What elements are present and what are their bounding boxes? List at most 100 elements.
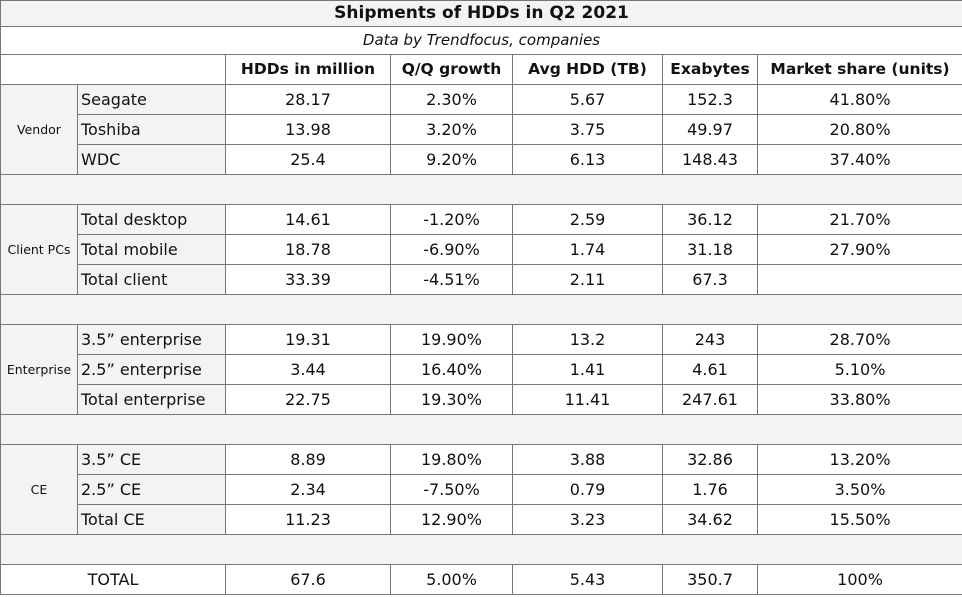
value-cell: 1.76	[662, 474, 758, 505]
value-cell: 3.75	[512, 114, 663, 145]
value-cell: 20.80%	[756, 114, 962, 145]
value-cell: 0.79	[512, 474, 663, 505]
value-cell: 2.59	[512, 204, 663, 235]
table-row: Client PCs Total desktop 14.61 -1.20% 2.59 36…	[0, 204, 962, 295]
value-cell: 243	[662, 324, 758, 355]
value-cell: 5.10%	[756, 354, 962, 385]
value-cell: 19.31	[225, 324, 391, 355]
spacer-row	[0, 174, 962, 205]
total-row: TOTAL 67.6 5.00% 5.43 350.7 100%	[0, 564, 962, 595]
value-cell: 19.80%	[390, 444, 513, 475]
group-label-client: Client PCs	[0, 204, 78, 295]
value-cell: 21.70%	[756, 204, 962, 235]
table-subtitle: Data by Trendfocus, companies	[0, 26, 962, 55]
value-cell: 13.2	[512, 324, 663, 355]
value-cell: 33.39	[225, 264, 391, 295]
value-cell: 3.23	[512, 504, 663, 535]
spacer-cell	[0, 294, 962, 325]
row-label: 3.5” CE	[77, 444, 226, 475]
value-cell: 19.30%	[390, 384, 513, 415]
col-header-qq-growth: Q/Q growth	[390, 54, 513, 85]
row-label: 2.5” enterprise	[77, 354, 226, 385]
table-row: Total client 33.39 -4.51% 2.11 67.3	[1, 264, 962, 295]
value-cell: 49.97	[662, 114, 758, 145]
table-row: WDC 25.4 9.20% 6.13 148.43 37.40%	[1, 144, 962, 175]
value-cell: 4.61	[662, 354, 758, 385]
value-cell: 8.89	[225, 444, 391, 475]
value-cell: 28.70%	[756, 324, 962, 355]
value-cell: 25.4	[225, 144, 391, 175]
value-cell: 28.17	[225, 84, 391, 115]
value-cell: 15.50%	[756, 504, 962, 535]
row-label: Total CE	[77, 504, 226, 535]
spacer-cell	[0, 534, 962, 565]
value-cell: 41.80%	[756, 84, 962, 115]
value-cell: 2.11	[512, 264, 663, 295]
header-row: HDDs in million Q/Q growth Avg HDD (TB) …	[0, 54, 962, 85]
value-cell: 1.41	[512, 354, 663, 385]
value-cell: 34.62	[662, 504, 758, 535]
value-cell: 148.43	[662, 144, 758, 175]
value-cell: 9.20%	[390, 144, 513, 175]
total-value-cell: 100%	[756, 564, 962, 595]
value-cell: -6.90%	[390, 234, 513, 265]
table-row: Vendor Seagate 28.17 2.30% 5.67 152.3 41.80%	[0, 84, 962, 175]
value-cell: 36.12	[662, 204, 758, 235]
table-row: Total enterprise 22.75 19.30% 11.41 247.61 33…	[1, 384, 962, 415]
row-label: Seagate	[77, 84, 226, 115]
spacer-row	[0, 294, 962, 325]
value-cell: 27.90%	[756, 234, 962, 265]
row-label: 3.5” enterprise	[77, 324, 226, 355]
value-cell: 32.86	[662, 444, 758, 475]
group-label-vendor: Vendor	[0, 84, 78, 175]
value-cell: 247.61	[662, 384, 758, 415]
value-cell: 22.75	[225, 384, 391, 415]
total-label: TOTAL	[0, 564, 226, 595]
total-value-cell: 67.6	[225, 564, 391, 595]
value-cell: 3.50%	[756, 474, 962, 505]
value-cell: 14.61	[225, 204, 391, 235]
row-label: WDC	[77, 144, 226, 175]
total-value-cell: 5.00%	[390, 564, 513, 595]
value-cell: 16.40%	[390, 354, 513, 385]
value-cell: 2.34	[225, 474, 391, 505]
value-cell: -1.20%	[390, 204, 513, 235]
total-value-cell: 5.43	[512, 564, 663, 595]
spacer-cell	[0, 174, 962, 205]
value-cell: 1.74	[512, 234, 663, 265]
spacer-row	[0, 414, 962, 445]
total-value-cell: 350.7	[662, 564, 758, 595]
value-cell: -7.50%	[390, 474, 513, 505]
header-corner	[0, 54, 226, 85]
col-header-avg-hdd: Avg HDD (TB)	[512, 54, 663, 85]
value-cell: 13.98	[225, 114, 391, 145]
value-cell: 67.3	[662, 264, 758, 295]
value-cell: 11.23	[225, 504, 391, 535]
value-cell: 19.90%	[390, 324, 513, 355]
value-cell: 5.67	[512, 84, 663, 115]
table-row: Total CE 11.23 12.90% 3.23 34.62 15.50%	[1, 504, 962, 535]
table-row: 2.5” CE 2.34 -7.50% 0.79 1.76 3.50%	[1, 474, 962, 505]
table-row: 2.5” enterprise 3.44 16.40% 1.41 4.61 5.10%	[1, 354, 962, 385]
row-label: 2.5” CE	[77, 474, 226, 505]
group-label-ce: CE	[0, 444, 78, 535]
value-cell: 6.13	[512, 144, 663, 175]
value-cell: -4.51%	[390, 264, 513, 295]
row-label: Total enterprise	[77, 384, 226, 415]
value-cell: 11.41	[512, 384, 663, 415]
table-row: CE 3.5” CE 8.89 19.80% 3.88 32.86 13.20%	[0, 444, 962, 535]
value-cell: 37.40%	[756, 144, 962, 175]
col-header-hdds: HDDs in million	[225, 54, 391, 85]
value-cell: 12.90%	[390, 504, 513, 535]
value-cell: 3.20%	[390, 114, 513, 145]
row-label: Total desktop	[77, 204, 226, 235]
value-cell: 2.30%	[390, 84, 513, 115]
table-row: Enterprise 3.5” enterprise 19.31 19.90% 13.2…	[0, 324, 962, 415]
col-header-market-share: Market share (units)	[756, 54, 962, 85]
col-header-exabytes: Exabytes	[662, 54, 758, 85]
value-cell: 13.20%	[756, 444, 962, 475]
row-label: Total client	[77, 264, 226, 295]
value-cell: 3.88	[512, 444, 663, 475]
table-title: Shipments of HDDs in Q2 2021	[0, 0, 962, 27]
